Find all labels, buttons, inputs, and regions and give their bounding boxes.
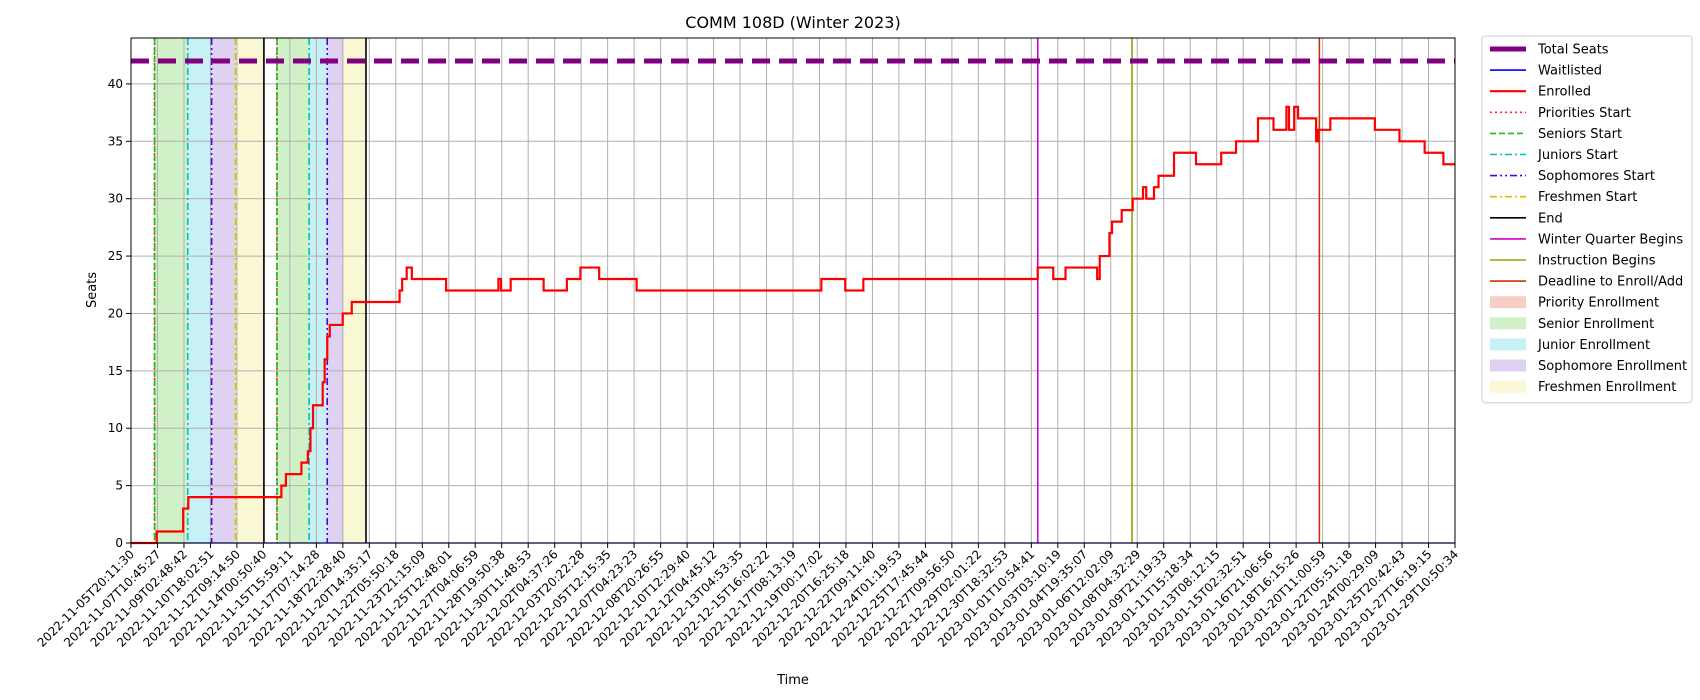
y-tick-label-1: 5 bbox=[115, 479, 123, 493]
legend-swatch-13 bbox=[1490, 317, 1526, 330]
y-tick-label-4: 20 bbox=[108, 306, 123, 320]
legend-label-14: Junior Enrollment bbox=[1537, 338, 1650, 353]
legend-label-0: Total Seats bbox=[1537, 43, 1609, 58]
legend-label-9: Winter Quarter Begins bbox=[1538, 232, 1683, 247]
legend-label-11: Deadline to Enroll/Add bbox=[1538, 275, 1683, 290]
legend-label-5: Juniors Start bbox=[1537, 148, 1618, 163]
shaded-period-9 bbox=[343, 38, 366, 543]
chart-title: COMM 108D (Winter 2023) bbox=[685, 13, 900, 32]
legend-label-4: Seniors Start bbox=[1538, 127, 1622, 142]
legend-swatch-16 bbox=[1490, 380, 1526, 393]
y-axis-title: Seats bbox=[85, 272, 100, 308]
legend-label-3: Priorities Start bbox=[1538, 106, 1631, 121]
shaded-period-2 bbox=[187, 38, 212, 543]
legend-label-8: End bbox=[1538, 211, 1563, 226]
shaded-period-6 bbox=[277, 38, 310, 543]
y-tick-label-3: 15 bbox=[108, 364, 123, 378]
y-tick-label-6: 30 bbox=[108, 192, 123, 206]
shaded-period-8 bbox=[327, 38, 344, 543]
y-tick-label-5: 25 bbox=[108, 249, 123, 263]
legend-label-12: Priority Enrollment bbox=[1538, 296, 1659, 311]
legend-swatch-14 bbox=[1490, 338, 1526, 351]
legend-label-7: Freshmen Start bbox=[1538, 190, 1637, 205]
legend-label-16: Freshmen Enrollment bbox=[1538, 380, 1676, 395]
legend-label-15: Sophomore Enrollment bbox=[1538, 359, 1687, 374]
legend-label-6: Sophomores Start bbox=[1538, 169, 1655, 184]
y-tick-label-7: 35 bbox=[108, 134, 123, 148]
legend-label-10: Instruction Begins bbox=[1538, 254, 1656, 269]
shaded-period-1 bbox=[154, 38, 188, 543]
x-axis-title: Time bbox=[776, 673, 809, 688]
legend-box bbox=[1481, 35, 1693, 404]
legend-label-1: Waitlisted bbox=[1538, 64, 1602, 79]
legend: Total Seats Waitlisted Enrolled Priorities … bbox=[1481, 35, 1693, 404]
y-tick-label-2: 10 bbox=[108, 421, 123, 435]
shaded-period-3 bbox=[211, 38, 236, 543]
shaded-period-4 bbox=[235, 38, 264, 543]
legend-label-2: Enrolled bbox=[1538, 85, 1591, 100]
legend-swatch-15 bbox=[1490, 359, 1526, 372]
series-line-enrolled bbox=[131, 105, 1455, 545]
legend-swatch-12 bbox=[1490, 296, 1526, 309]
y-tick-label-8: 40 bbox=[108, 77, 123, 91]
y-tick-label-0: 0 bbox=[115, 536, 123, 550]
shaded-period-7 bbox=[309, 38, 328, 543]
plot-area: 05101520253035402022-11-05T20:11:302022-… bbox=[35, 37, 1461, 650]
legend-label-13: Senior Enrollment bbox=[1538, 317, 1654, 332]
